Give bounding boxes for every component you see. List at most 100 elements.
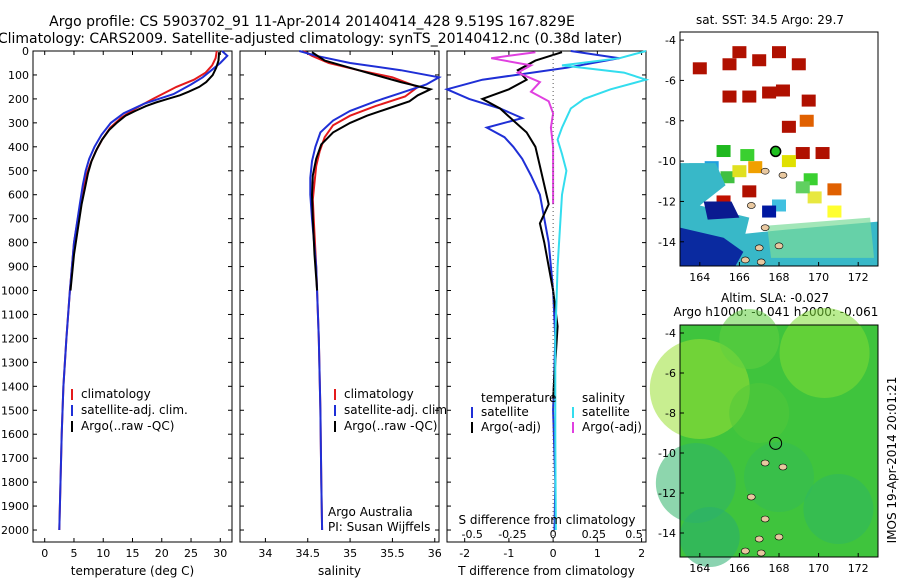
x-tick-label: 166 bbox=[729, 562, 750, 575]
island-shape bbox=[754, 535, 764, 543]
y-tick-label: 200 bbox=[8, 93, 29, 106]
sst-cell bbox=[807, 191, 822, 204]
island-shape bbox=[760, 459, 770, 467]
x-tick-label: 36 bbox=[428, 547, 442, 560]
series-line-3 bbox=[491, 51, 555, 205]
island-shape bbox=[774, 242, 784, 250]
island-shape bbox=[760, 515, 770, 523]
sst-cell bbox=[799, 114, 814, 127]
x-tick-label: 25 bbox=[184, 547, 198, 560]
sst-cell bbox=[827, 183, 842, 196]
island-shape bbox=[746, 493, 756, 501]
top-tick-label: 0.5 bbox=[625, 528, 643, 541]
sst-cell bbox=[692, 62, 707, 75]
y-tick-label: 1500 bbox=[1, 404, 29, 417]
y-tick-label: 2000 bbox=[1, 524, 29, 537]
sst-cold-region bbox=[680, 227, 744, 266]
top-tick-label: -0.5 bbox=[461, 528, 482, 541]
sst-map-panel: 164 166 168 170 172 -4 -6 -8 -10 -12 -14 bbox=[658, 31, 879, 284]
y-tick-label: 700 bbox=[8, 213, 29, 226]
series-line-0 bbox=[443, 50, 620, 531]
legend-label: satellite-adj. clim. bbox=[81, 403, 188, 417]
sst-cell bbox=[720, 171, 735, 184]
side-stamp: IMOS 19-Apr-2014 20:01:21 bbox=[885, 377, 899, 544]
sst-cell bbox=[791, 58, 806, 71]
salinity-profile-panel: 34 34.5 35 35.5 36 salinity climatology satelli… bbox=[239, 50, 451, 578]
series-line-2 bbox=[554, 50, 650, 531]
y-tick-label: 300 bbox=[8, 117, 29, 130]
x-tick-label: 168 bbox=[769, 562, 790, 575]
sst-cell bbox=[742, 185, 757, 198]
y-tick-label: 1400 bbox=[1, 380, 29, 393]
x-tick-label: 34 bbox=[258, 547, 272, 560]
x-tick-label: 10 bbox=[96, 547, 110, 560]
y-tick-label: 600 bbox=[8, 189, 29, 202]
sla-shade bbox=[779, 308, 870, 398]
y-tick-label: -10 bbox=[658, 155, 676, 168]
y-tick-label: 1800 bbox=[1, 476, 29, 489]
sst-cell bbox=[781, 120, 796, 133]
y-tick-label: -8 bbox=[665, 407, 676, 420]
x-tick-label: 164 bbox=[689, 271, 710, 284]
sst-cell bbox=[775, 84, 790, 97]
island-shape bbox=[774, 533, 784, 541]
island-shape bbox=[778, 171, 788, 179]
sst-cell bbox=[795, 181, 810, 194]
legend-label: satellite bbox=[481, 405, 529, 419]
legend-label: Argo(..raw -QC) bbox=[81, 419, 174, 433]
x-tick-label: 15 bbox=[126, 547, 140, 560]
sst-cell bbox=[722, 90, 737, 103]
sst-cell bbox=[716, 145, 731, 158]
x-axis-label: salinity bbox=[318, 564, 361, 578]
sst-cell bbox=[732, 165, 747, 178]
series-line-2 bbox=[310, 51, 434, 291]
x-tick-label: 168 bbox=[769, 271, 790, 284]
annotation-line: Argo Australia bbox=[328, 505, 413, 519]
sst-cell bbox=[722, 58, 737, 71]
y-tick-label: 1700 bbox=[1, 452, 29, 465]
y-tick-label: 900 bbox=[8, 261, 29, 274]
x-tick-label: 30 bbox=[213, 547, 227, 560]
sst-cold-patch bbox=[703, 201, 740, 220]
y-tick-label: 100 bbox=[8, 69, 29, 82]
series-line-1 bbox=[479, 51, 563, 399]
x-axis-label: T difference from climatology bbox=[457, 564, 635, 578]
y-tick-label: -6 bbox=[665, 367, 676, 380]
x-tick-label: 2 bbox=[638, 547, 645, 560]
sst-cell bbox=[827, 205, 842, 218]
series-line-1 bbox=[58, 50, 229, 531]
sla-map-panel: 164 166 168 170 172 -4 -6 -8 -10 -12 -14 bbox=[649, 308, 879, 575]
sst-warm-patch bbox=[767, 217, 875, 258]
island-shape bbox=[778, 463, 788, 471]
y-tick-label: 800 bbox=[8, 237, 29, 250]
series-line-2 bbox=[69, 52, 221, 291]
y-tick-label: -12 bbox=[658, 487, 676, 500]
x-tick-label: 170 bbox=[808, 271, 829, 284]
island-shape bbox=[756, 258, 766, 266]
x-tick-label: -2 bbox=[459, 547, 470, 560]
y-tick-label: -4 bbox=[665, 327, 676, 340]
y-tick-label: 1000 bbox=[1, 285, 29, 298]
legend-label: Argo(..raw -QC) bbox=[344, 419, 437, 433]
sla-shade bbox=[655, 443, 736, 523]
sst-cell bbox=[732, 46, 747, 59]
y-tick-label: 1900 bbox=[1, 500, 29, 513]
y-tick-label: -12 bbox=[658, 195, 676, 208]
x-tick-label: 34.5 bbox=[295, 547, 320, 560]
y-tick-label: 1300 bbox=[1, 356, 29, 369]
x-tick-label: 0 bbox=[550, 547, 557, 560]
x-tick-label: 172 bbox=[848, 562, 869, 575]
x-tick-label: 170 bbox=[808, 562, 829, 575]
plot-frame bbox=[446, 50, 647, 543]
y-tick-label: -10 bbox=[658, 447, 676, 460]
y-tick-label: -4 bbox=[665, 34, 676, 47]
sst-cell bbox=[762, 86, 777, 99]
y-tick-label: -14 bbox=[658, 527, 676, 540]
plot-frame bbox=[239, 50, 440, 543]
y-tick-label: 500 bbox=[8, 165, 29, 178]
y-tick-label: 1600 bbox=[1, 428, 29, 441]
x-tick-label: 20 bbox=[155, 547, 169, 560]
plot-frame bbox=[32, 50, 233, 543]
sla-shade bbox=[729, 383, 790, 443]
sla-shade bbox=[719, 309, 780, 369]
